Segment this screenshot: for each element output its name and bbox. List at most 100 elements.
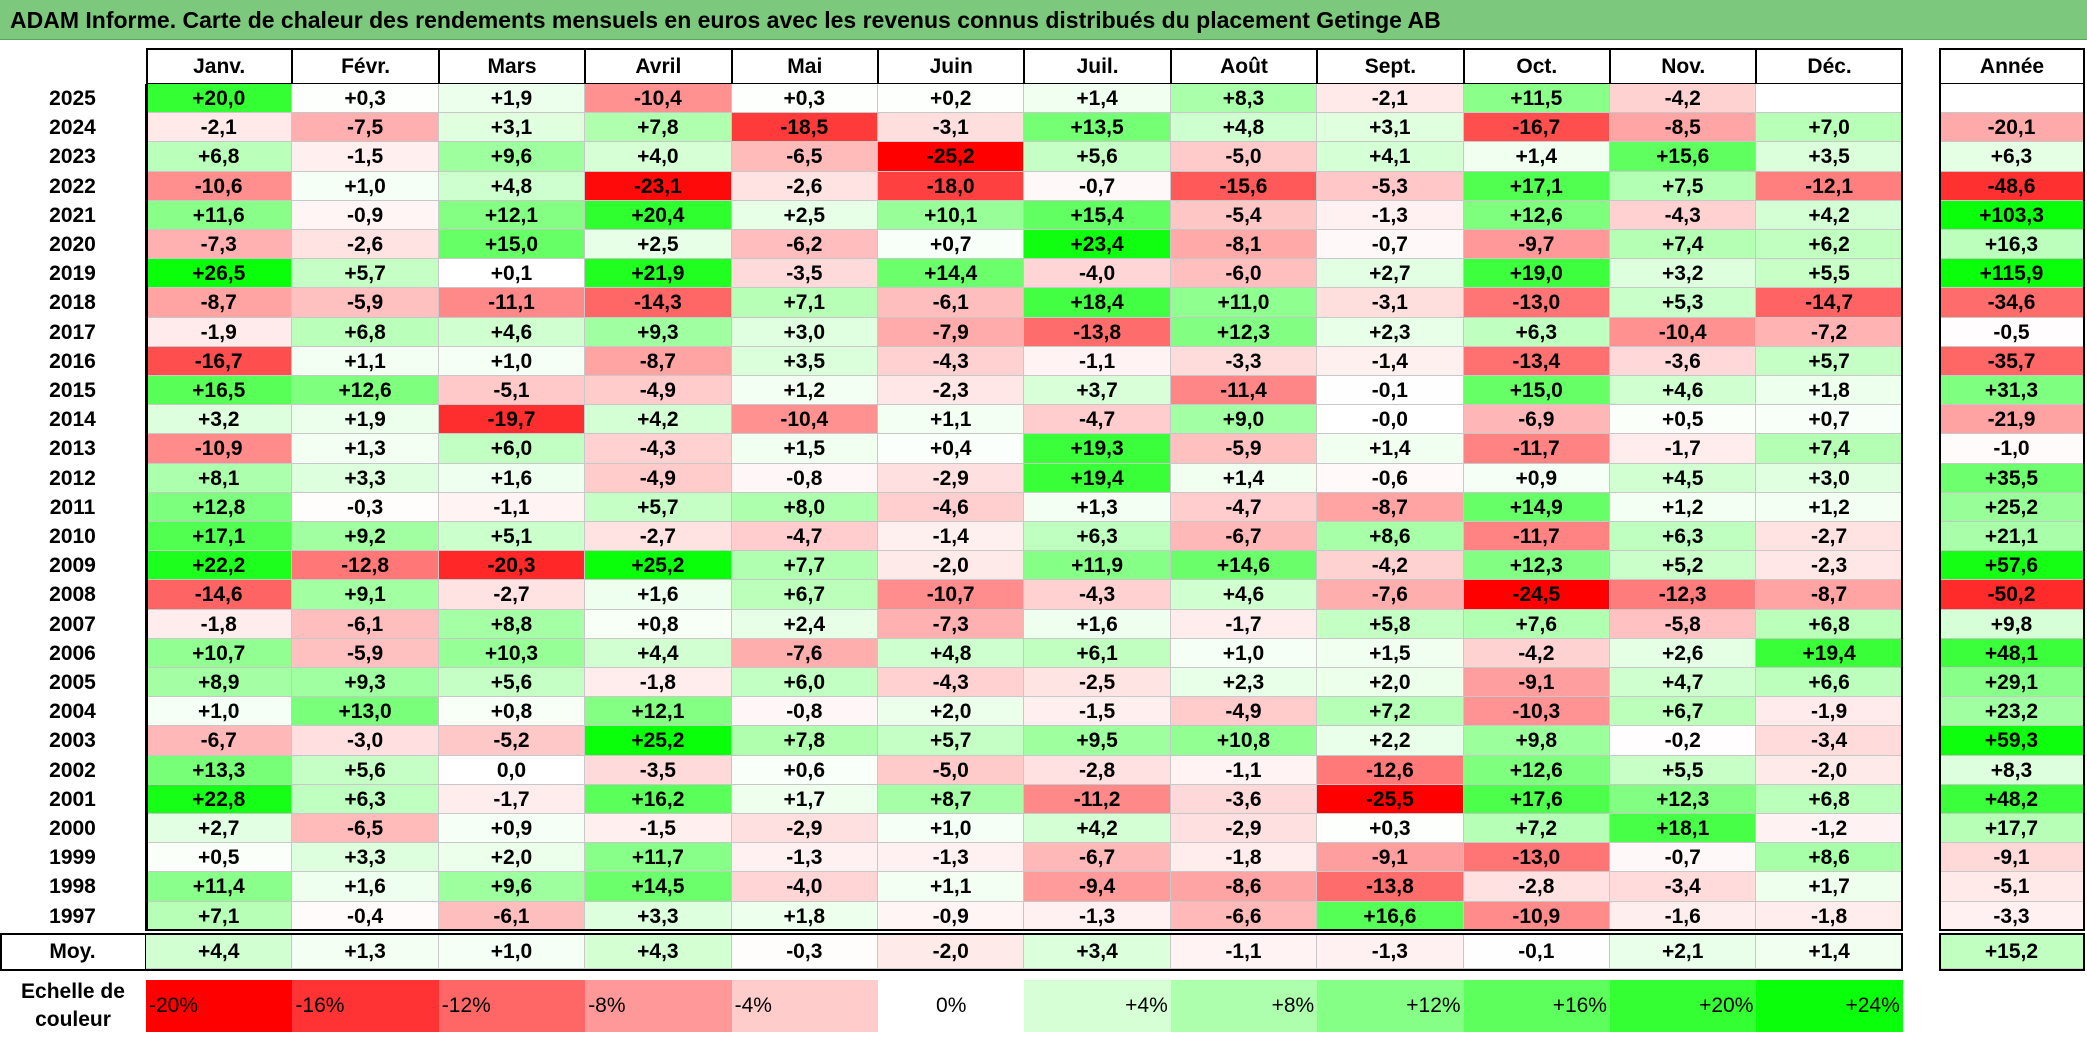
row-year-label: 2023 <box>0 142 146 172</box>
annual-cell: +17,7 <box>1939 814 2085 844</box>
heatmap-cell <box>1756 84 1903 114</box>
heatmap-cell: +4,0 <box>585 142 732 172</box>
heatmap-cell: +16,6 <box>1317 901 1464 931</box>
heatmap-cell: -14,3 <box>585 288 732 318</box>
average-cell: +1,0 <box>438 934 586 969</box>
heatmap-cell: -18,5 <box>731 113 878 143</box>
heatmap-cell: +11,5 <box>1463 84 1610 114</box>
heatmap-cell: +2,0 <box>878 697 1025 727</box>
heatmap-cell: -4,7 <box>1170 492 1318 522</box>
heatmap-cell: +3,3 <box>585 901 732 931</box>
heatmap-cell: -3,6 <box>1170 784 1318 814</box>
annual-cell: +115,9 <box>1939 259 2085 289</box>
heatmap-cell: +12,1 <box>438 200 586 230</box>
annual-cell: +6,3 <box>1939 142 2085 172</box>
heatmap-cell: +1,5 <box>731 434 878 464</box>
heatmap-cell: +5,7 <box>1756 346 1903 376</box>
heatmap-cell: -11,7 <box>1463 522 1610 552</box>
heatmap-cell: +7,8 <box>731 726 878 756</box>
heatmap-cell: -4,2 <box>1463 638 1610 668</box>
heatmap-cell: +5,5 <box>1610 755 1757 785</box>
heatmap-cell: +7,7 <box>731 551 878 581</box>
heatmap-cell: -25,2 <box>878 142 1025 172</box>
heatmap-cell: +0,7 <box>878 230 1025 260</box>
annual-cell: -48,6 <box>1939 171 2085 201</box>
month-header: Mars <box>438 48 586 84</box>
heatmap-cell: -0,8 <box>731 697 878 727</box>
heatmap-cell: +6,8 <box>1756 784 1903 814</box>
average-cell: +1,4 <box>1756 934 1903 969</box>
heatmap-cell: +16,2 <box>585 784 732 814</box>
annual-cell <box>1939 84 2085 114</box>
average-cell: +2,1 <box>1610 934 1757 969</box>
heatmap-cell: +2,2 <box>1317 726 1464 756</box>
heatmap-cell: -7,3 <box>878 609 1025 639</box>
heatmap-cell: +1,6 <box>292 872 439 902</box>
annual-cell: -21,9 <box>1939 405 2085 435</box>
heatmap-cell: +1,4 <box>1317 434 1464 464</box>
heatmap-cell: +8,8 <box>438 609 586 639</box>
month-header: Oct. <box>1463 48 1610 84</box>
heatmap-cell: +15,0 <box>438 230 586 260</box>
heatmap-cell: -1,8 <box>1170 843 1318 873</box>
heatmap-cell: +1,2 <box>1756 492 1903 522</box>
annual-cell: +31,3 <box>1939 376 2085 406</box>
heatmap-cell: +7,6 <box>1463 609 1610 639</box>
heatmap-cell: -1,3 <box>731 843 878 873</box>
heatmap-cell: -3,4 <box>1756 726 1903 756</box>
heatmap-cell: +1,7 <box>731 784 878 814</box>
annual-cell: +35,5 <box>1939 463 2085 493</box>
heatmap-cell: +4,1 <box>1317 142 1464 172</box>
heatmap-cell: -7,2 <box>1756 317 1903 347</box>
heatmap-cell: +19,4 <box>1756 638 1903 668</box>
heatmap-cell: -9,1 <box>1317 843 1464 873</box>
heatmap-cell: +3,0 <box>731 317 878 347</box>
heatmap-cell: -1,1 <box>438 492 586 522</box>
heatmap-cell: +9,6 <box>438 872 586 902</box>
heatmap-cell: -3,1 <box>878 113 1025 143</box>
heatmap-cell: -15,6 <box>1170 171 1318 201</box>
heatmap-cell: -3,3 <box>1170 346 1318 376</box>
heatmap-cell: -6,6 <box>1170 901 1318 931</box>
heatmap-cell: -10,7 <box>878 580 1025 610</box>
heatmap-cell: -2,6 <box>292 230 439 260</box>
heatmap-cell: +6,3 <box>1024 522 1171 552</box>
heatmap-cell: +11,4 <box>146 872 293 902</box>
heatmap-cell: -6,2 <box>731 230 878 260</box>
heatmap-cell: +1,6 <box>438 463 586 493</box>
heatmap-cell: -7,6 <box>731 638 878 668</box>
average-annual-cell: +15,2 <box>1939 934 2085 969</box>
heatmap-cell: +3,1 <box>1317 113 1464 143</box>
heatmap-cell: -2,1 <box>146 113 293 143</box>
heatmap-cell: +1,0 <box>292 171 439 201</box>
heatmap-cell: -5,0 <box>878 755 1025 785</box>
heatmap-cell: +1,0 <box>146 697 293 727</box>
heatmap-cell: +5,3 <box>1610 288 1757 318</box>
heatmap-cell: +5,6 <box>438 668 586 698</box>
color-scale-swatch: +20% <box>1610 980 1757 1032</box>
heatmap-cell: +19,3 <box>1024 434 1171 464</box>
heatmap-cell: -1,1 <box>1024 346 1171 376</box>
heatmap-cell: -2,0 <box>878 551 1025 581</box>
annual-cell: +48,1 <box>1939 638 2085 668</box>
heatmap-cell: +17,1 <box>146 522 293 552</box>
heatmap-cell: +18,4 <box>1024 288 1171 318</box>
heatmap-cell: +1,1 <box>878 872 1025 902</box>
annual-cell: -0,5 <box>1939 317 2085 347</box>
heatmap-cell: +5,6 <box>1024 142 1171 172</box>
heatmap-cell: +5,7 <box>292 259 439 289</box>
year-header: Année <box>1939 48 2085 84</box>
heatmap-cell: +6,7 <box>1610 697 1757 727</box>
heatmap-cell: -6,7 <box>1024 843 1171 873</box>
heatmap-cell: -6,5 <box>731 142 878 172</box>
heatmap-cell: -2,7 <box>585 522 732 552</box>
heatmap-cell: +12,8 <box>146 492 293 522</box>
heatmap-cell: +17,1 <box>1463 171 1610 201</box>
color-scale-swatch: +8% <box>1170 980 1318 1032</box>
heatmap-cell: -0,7 <box>1317 230 1464 260</box>
heatmap-cell: +6,8 <box>1756 609 1903 639</box>
heatmap-cell: +8,9 <box>146 668 293 698</box>
annual-cell: -1,0 <box>1939 434 2085 464</box>
heatmap-cell: +11,7 <box>585 843 732 873</box>
heatmap-cell: +1,3 <box>292 434 439 464</box>
